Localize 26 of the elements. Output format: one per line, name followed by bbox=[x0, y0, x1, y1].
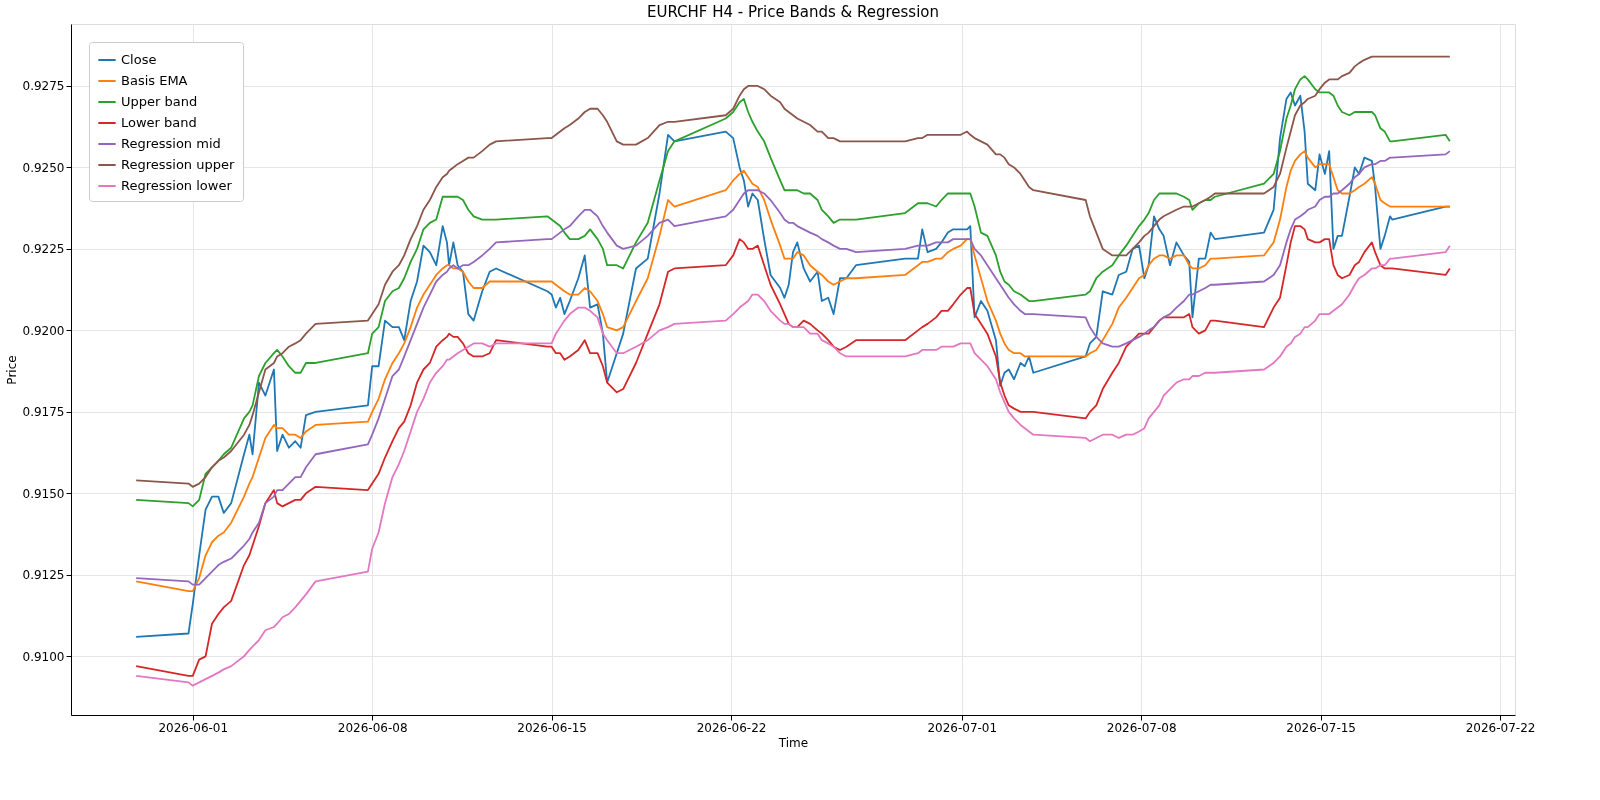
y-tick-label: 0.9125 bbox=[22, 568, 65, 583]
x-tick-label: 2026-07-08 bbox=[1106, 720, 1177, 735]
y-tick-label: 0.9175 bbox=[22, 405, 65, 420]
x-tick-label: 2026-06-01 bbox=[158, 720, 229, 735]
y-tick-label: 0.9100 bbox=[22, 649, 65, 664]
legend-label: Regression upper bbox=[121, 157, 235, 172]
x-tick-label: 2026-06-15 bbox=[517, 720, 587, 735]
y-tick-label: 0.9150 bbox=[22, 486, 65, 501]
y-tick-label: 0.9225 bbox=[22, 242, 65, 257]
x-tick-label: 2026-07-15 bbox=[1286, 720, 1356, 735]
x-tick-label: 2026-07-22 bbox=[1465, 720, 1536, 735]
x-axis-title: Time bbox=[777, 735, 809, 750]
x-tick-label: 2026-06-22 bbox=[696, 720, 767, 735]
legend-label: Regression mid bbox=[121, 136, 221, 151]
legend-label: Lower band bbox=[121, 115, 197, 130]
legend-label: Regression lower bbox=[121, 178, 233, 193]
y-tick-label: 0.9275 bbox=[22, 79, 65, 94]
x-tick-label: 2026-07-01 bbox=[927, 720, 998, 735]
y-tick-label: 0.9200 bbox=[22, 323, 65, 338]
legend-label: Basis EMA bbox=[121, 73, 188, 88]
legend-label: Upper band bbox=[121, 94, 198, 109]
chart-title: EURCHF H4 - Price Bands & Regression bbox=[646, 3, 940, 21]
x-tick-label: 2026-06-08 bbox=[337, 720, 408, 735]
legend-label: Close bbox=[121, 52, 157, 67]
y-axis-title: Price bbox=[4, 355, 19, 385]
y-tick-label: 0.9250 bbox=[22, 160, 65, 175]
